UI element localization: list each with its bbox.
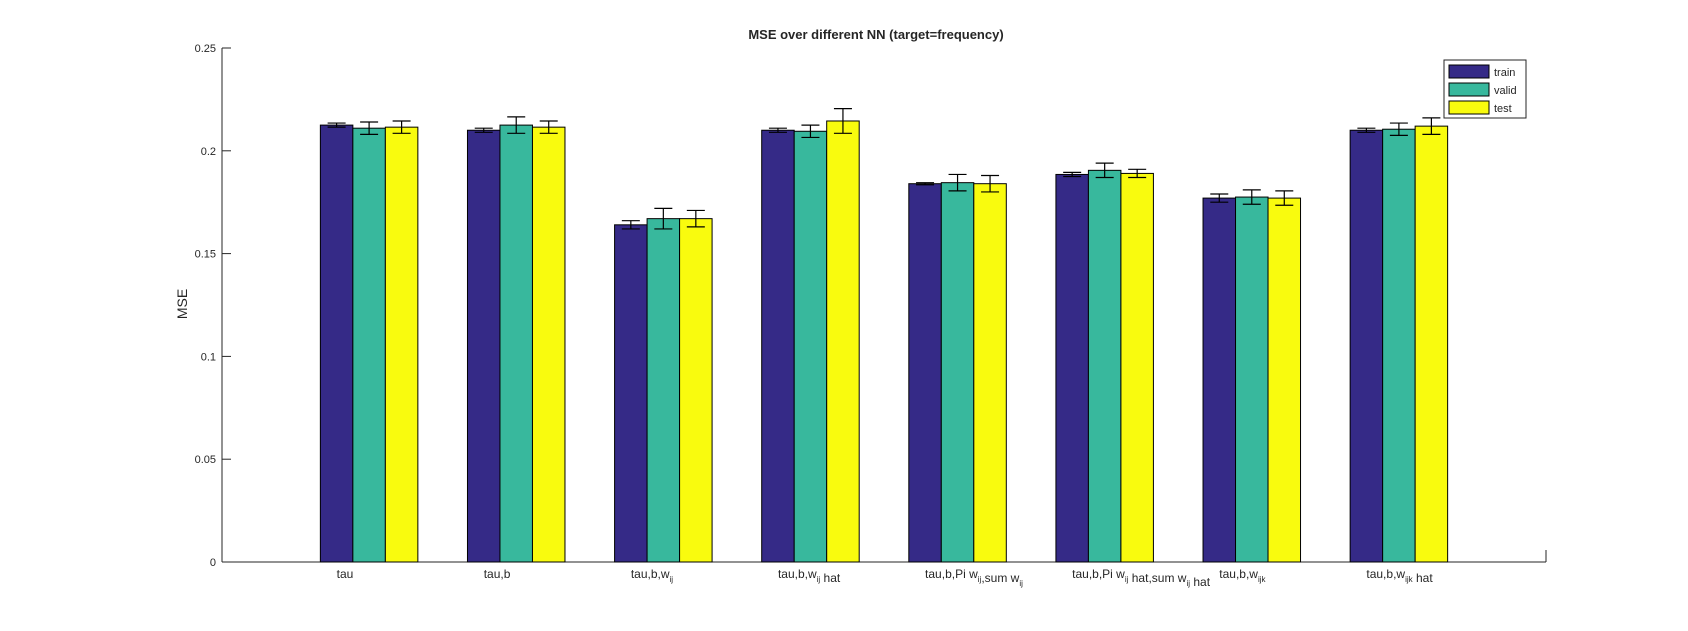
bar-train [1202, 197, 1237, 563]
y-tick-label: 0.1 [201, 351, 216, 363]
bar-test [1267, 197, 1302, 563]
error-bar-train [474, 127, 493, 133]
error-bar-test [539, 120, 558, 134]
bar-test [384, 126, 419, 563]
error-bar-train [916, 182, 935, 186]
bar-train [1349, 129, 1384, 563]
error-bar-valid [948, 173, 967, 192]
error-bar-train [621, 220, 640, 230]
bar-valid [1382, 128, 1416, 563]
x-tick-label: tau,b [484, 567, 511, 581]
x-tick-label: tau [337, 567, 354, 581]
bar-valid [793, 130, 828, 563]
axes [221, 47, 1547, 563]
bar-train [1055, 173, 1089, 563]
bar-valid [940, 182, 975, 563]
y-tick-labels: 0 0.05 0.1 0.15 0.2 0.25 [195, 43, 216, 569]
error-bar-train [768, 127, 787, 133]
x-tick-label: tau,b,wij [631, 567, 673, 584]
y-axis-label: MSE [174, 289, 190, 319]
chart-title: MSE over different NN (target=frequency) [748, 27, 1003, 42]
y-tick-label: 0 [210, 557, 216, 569]
bar-train [466, 129, 501, 563]
bar-test [679, 218, 713, 563]
error-bar-test [392, 120, 411, 134]
error-bar-test [686, 209, 705, 228]
legend-label-train: train [1494, 67, 1515, 79]
error-bar-train [1357, 127, 1376, 133]
error-bars-group [327, 108, 1441, 230]
y-tick-label: 0.15 [195, 249, 216, 261]
error-bar-valid [1095, 162, 1114, 179]
bar-train [761, 129, 795, 563]
legend-label-valid: valid [1494, 85, 1517, 97]
error-bar-valid [360, 121, 379, 135]
bar-valid [499, 124, 533, 563]
bar-train [614, 224, 648, 563]
legend-swatch-train [1448, 64, 1490, 79]
error-bar-test [1422, 117, 1441, 135]
error-bar-train [327, 122, 346, 128]
bar-valid [646, 218, 681, 563]
bar-train [319, 124, 354, 563]
bar-test [531, 126, 566, 563]
x-tick-label: tau,b,wijk [1219, 567, 1266, 584]
bars-group [319, 120, 1449, 563]
bar-valid [352, 127, 386, 563]
legend-label-test: test [1494, 103, 1512, 115]
error-bar-test [1275, 190, 1294, 206]
error-bar-train [1210, 193, 1229, 203]
x-tick-label: tau,b,Pi wij hat,sum wij hat [1072, 567, 1211, 589]
x-tick-label: tau,b,wijk hat [1366, 567, 1433, 585]
bar-test [826, 120, 860, 563]
error-bar-train [1063, 171, 1082, 178]
legend: train valid test [1443, 59, 1527, 119]
x-tick-label: tau,b,wij hat [778, 567, 841, 585]
x-tick-label: tau,b,Pi wij,sum wij [925, 567, 1023, 588]
legend-swatch-valid [1448, 82, 1490, 97]
error-bar-valid [507, 116, 526, 134]
bar-valid [1235, 196, 1269, 563]
y-tick-label: 0.2 [201, 146, 216, 158]
y-tick-label: 0.05 [195, 454, 216, 466]
error-bar-test [833, 108, 852, 134]
error-bar-valid [1389, 122, 1408, 136]
error-bar-valid [654, 207, 673, 230]
x-tick-labels: tau tau,b tau,b,wij tau,b,wij hat tau,b,Pi w… [337, 567, 1434, 589]
bar-test [973, 183, 1007, 563]
bar-test [1414, 125, 1449, 563]
y-tick-label: 0.25 [195, 43, 216, 55]
bar-test [1120, 172, 1154, 563]
bar-valid [1087, 169, 1122, 563]
error-bar-valid [801, 124, 820, 139]
error-bar-valid [1242, 189, 1261, 205]
error-bar-test [981, 174, 1000, 193]
bar-train [908, 183, 942, 563]
legend-swatch-test [1448, 100, 1490, 115]
error-bar-test [1128, 168, 1147, 179]
